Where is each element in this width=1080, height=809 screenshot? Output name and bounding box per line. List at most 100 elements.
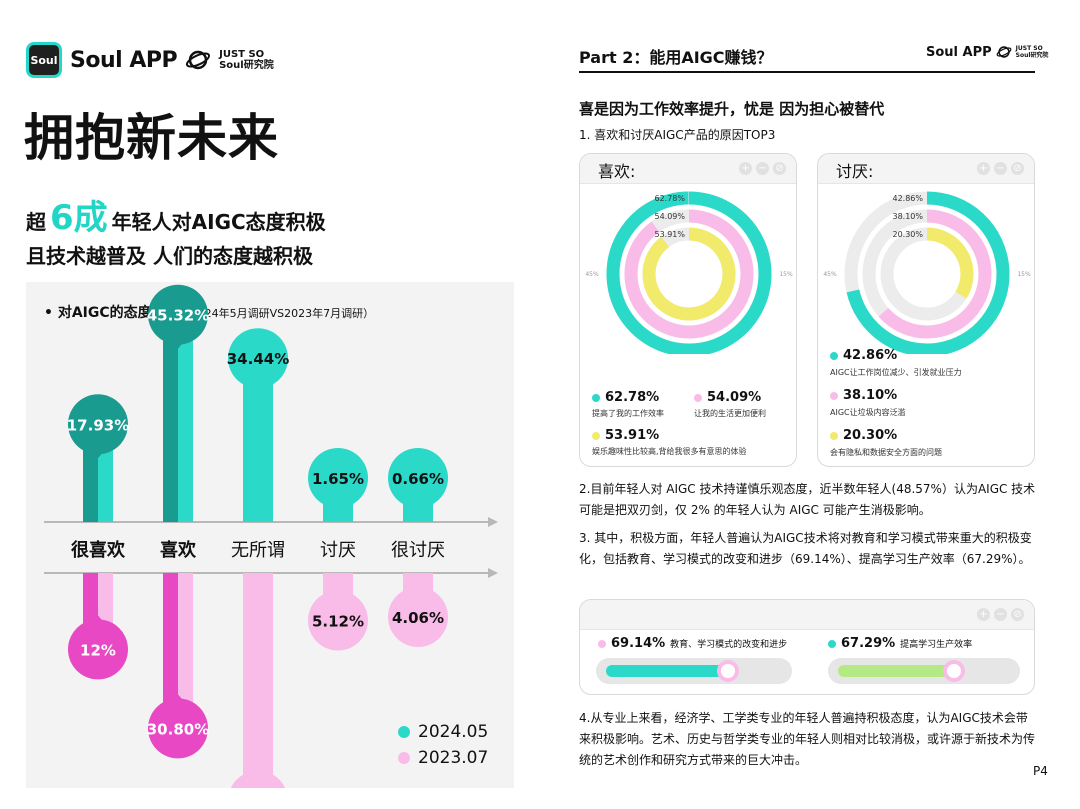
bubble-2023 — [308, 590, 368, 651]
bar-2023-face — [178, 573, 193, 703]
progress-legend-2: 67.29% 提高学习生产效率 — [828, 636, 972, 651]
bar-2024-face — [418, 504, 433, 522]
ring-arc — [642, 227, 736, 321]
tick-label: 15% — [1017, 271, 1031, 278]
tick-label: 15% — [779, 271, 793, 278]
legend-item-2023: 2023.07 — [398, 748, 488, 768]
bar-2024 — [83, 450, 98, 522]
category-label: 无所谓 — [231, 540, 285, 561]
progress-knob-1[interactable] — [716, 660, 739, 682]
card-header: 喜欢: + − ⊘ — [580, 154, 796, 184]
subtitle-line-2: 且技术越普及 人们的态度越积极 — [26, 244, 313, 268]
dislike-legend-2: 38.10% — [830, 388, 897, 403]
legend-swatch — [828, 639, 836, 648]
legend-label-2023: 2023.07 — [418, 748, 489, 768]
ring-arc — [606, 191, 772, 354]
institute-name: JUST SO Soul研究院 — [219, 49, 274, 71]
bubble-2023 — [388, 587, 448, 647]
brand-logo: Soul Soul APP JUST SO Soul研究院 — [26, 42, 274, 78]
bubble-2024 — [148, 284, 208, 345]
dislike-legend-1: 42.86% — [830, 348, 897, 363]
card-header: 讨厌: + − ⊘ — [818, 154, 1034, 184]
bubble-2023 — [230, 770, 286, 788]
part-title: Part 2：能用AIGC赚钱？ — [579, 48, 773, 67]
minimize-icon[interactable]: − — [994, 608, 1007, 621]
bar-2023 — [83, 573, 98, 624]
value-label-2024: 45.32% — [147, 307, 209, 325]
bar-2023-face — [338, 573, 353, 595]
dislike-reasons-card: 讨厌: + − ⊘ 0%15%30%45%42.86%38.10%20.30% … — [817, 153, 1035, 467]
progress-track-2 — [828, 658, 1020, 684]
window-controls: + − ⊘ — [977, 162, 1024, 175]
like-legend-3: 53.91% — [592, 428, 659, 443]
maximize-icon[interactable]: + — [739, 162, 752, 175]
like-reasons-card: 喜欢: + − ⊘ 0%15%30%45%62.78%54.09%53.91% … — [579, 153, 797, 467]
minimize-icon[interactable]: − — [756, 162, 769, 175]
window-controls: + − ⊘ — [739, 162, 786, 175]
bar-2023-face — [98, 573, 113, 624]
chart-legend: 2024.05 2023.07 — [398, 722, 488, 774]
window-controls: + − ⊘ — [977, 608, 1024, 621]
tick-label: 45% — [823, 271, 837, 278]
bar-2024 — [163, 340, 178, 522]
legend-swatch — [694, 393, 702, 402]
value-label-2024: 1.65% — [312, 470, 364, 488]
ring-label: 38.10% — [892, 212, 923, 221]
legend-swatch — [830, 391, 838, 400]
legend-swatch — [830, 351, 838, 360]
category-label: 讨厌 — [320, 540, 356, 561]
ring-label: 42.86% — [892, 194, 923, 203]
ring-arc — [624, 209, 754, 339]
paragraph-4: 4.从专业上来看，经济学、工学类专业的年轻人普遍持积极态度，认为AIGC技术会带… — [579, 711, 1036, 767]
close-icon[interactable]: ⊘ — [1011, 162, 1024, 175]
bar-2023 — [163, 573, 178, 703]
category-label: 很讨厌 — [391, 540, 445, 561]
like-legend-1: 62.78% — [592, 390, 659, 405]
ring-label: 53.91% — [654, 230, 685, 239]
progress-knob-2[interactable] — [942, 660, 965, 682]
planet-icon — [996, 46, 1012, 58]
card-title-like: 喜欢: — [598, 162, 636, 181]
card-header: + − ⊘ — [580, 600, 1034, 630]
minimize-icon[interactable]: − — [994, 162, 1007, 175]
ring-arc — [846, 191, 1010, 354]
bar-2024 — [323, 504, 338, 522]
axis-arrow — [488, 517, 498, 527]
dislike-donut-chart: 0%15%30%45%42.86%38.10%20.30% — [823, 191, 1031, 354]
legend-swatch — [592, 393, 600, 402]
value-label-2024: 17.93% — [67, 416, 129, 434]
brand-logo-small: Soul APP JUST SO Soul研究院 — [926, 44, 1048, 60]
like-legend-2: 54.09% — [694, 390, 761, 405]
dislike-legend-1-desc: AIGC让工作岗位减少、引发就业压力 — [830, 368, 962, 377]
legend-swatch-2024 — [398, 726, 410, 738]
maximize-icon[interactable]: + — [977, 608, 990, 621]
bar-2023 — [243, 573, 258, 775]
ring-label: 20.30% — [892, 230, 923, 239]
bar-2024-face — [178, 340, 193, 522]
category-label: 很喜欢 — [71, 539, 126, 561]
bar-2024-face — [98, 450, 113, 522]
progress-track-1 — [596, 658, 792, 684]
bubble-2024 — [308, 448, 368, 508]
value-label-2023: 4.06% — [392, 609, 444, 627]
dislike-legend-2-desc: AIGC让垃圾内容泛滥 — [830, 408, 906, 417]
bar-2023 — [323, 573, 338, 595]
section-subheading: 1. 喜欢和讨厌AIGC产品的原因TOP3 — [579, 128, 776, 142]
bar-2023 — [403, 573, 418, 591]
legend-swatch — [830, 431, 838, 440]
section-heading: 喜是因为工作效率提升，忧是 因为担心被替代 — [579, 100, 885, 118]
progress-fill-2 — [838, 665, 954, 677]
maximize-icon[interactable]: + — [977, 162, 990, 175]
ring-arc — [878, 209, 992, 339]
page-title: 拥抱新未来 — [24, 109, 279, 167]
legend-swatch — [592, 431, 600, 440]
brand-name-small: Soul APP — [926, 44, 992, 60]
ring-label: 54.09% — [654, 212, 685, 221]
brand-name: Soul APP — [70, 47, 178, 73]
close-icon[interactable]: ⊘ — [1011, 608, 1024, 621]
close-icon[interactable]: ⊘ — [773, 162, 786, 175]
title-divider — [579, 71, 1035, 73]
bar-2024 — [243, 384, 258, 522]
like-legend-1-desc: 提高了我的工作效率 — [592, 409, 664, 418]
axis-arrow — [488, 568, 498, 578]
